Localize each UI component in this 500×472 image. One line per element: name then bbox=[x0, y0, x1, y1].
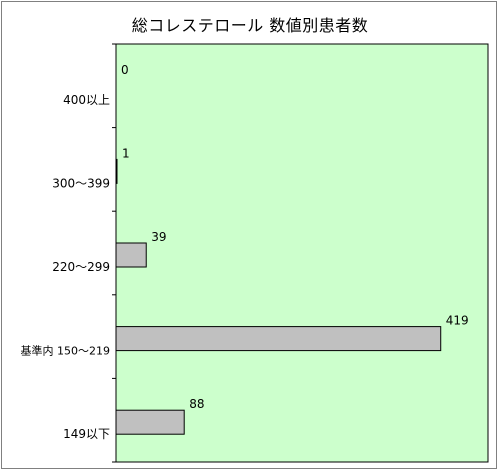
bar-series: 0 1 39 419 88 bbox=[115, 63, 469, 435]
y-axis bbox=[112, 43, 116, 463]
category-tick-label: 基準内 150～219 bbox=[21, 344, 111, 358]
chart-title: 総コレステロール 数値別患者数 bbox=[131, 16, 369, 35]
category-tick-label: 149以下 bbox=[63, 427, 110, 441]
category-labels: 400以上 300～399 220～299 基準内 150～219 149以下 bbox=[21, 93, 111, 441]
data-label: 419 bbox=[446, 314, 469, 328]
data-label: 1 bbox=[122, 146, 130, 160]
category-tick-label: 400以上 bbox=[63, 93, 110, 107]
bar bbox=[115, 326, 442, 352]
category-tick-label: 300～399 bbox=[52, 176, 110, 190]
data-label: 39 bbox=[151, 230, 166, 244]
plot-area bbox=[115, 43, 489, 463]
bar bbox=[115, 158, 118, 184]
bar bbox=[115, 242, 147, 268]
category-tick-label: 220～299 bbox=[52, 260, 110, 274]
bar bbox=[115, 409, 185, 435]
data-label: 0 bbox=[121, 63, 129, 77]
data-label: 88 bbox=[189, 397, 204, 411]
